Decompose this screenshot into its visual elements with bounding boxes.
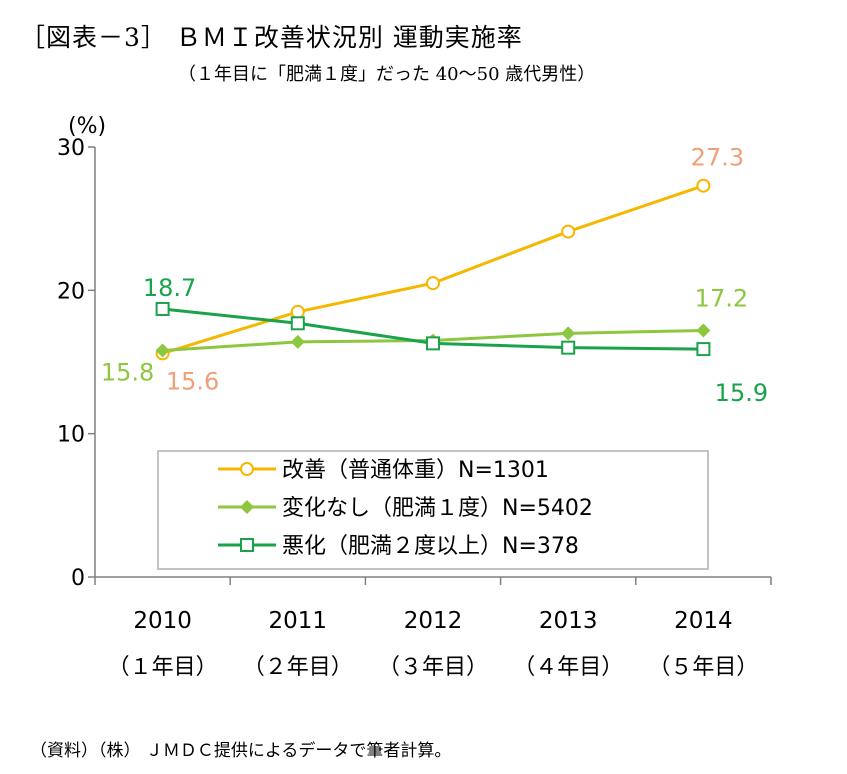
chart-title: ［図表－3］ ＢＭＩ改善状況別 運動実施率 xyxy=(20,23,523,52)
x-tick-sublabel: （３年目） xyxy=(378,655,488,680)
y-tick-label: 0 xyxy=(71,566,85,591)
series-3-point xyxy=(155,301,170,316)
series-1-point xyxy=(561,224,576,239)
series-2-point xyxy=(290,334,305,349)
data-label-series-3: 18.7 xyxy=(143,274,196,302)
x-tick-label: 2013 xyxy=(539,608,598,634)
data-label-series-3: 15.9 xyxy=(715,379,768,407)
y-axis-label: (%) xyxy=(68,114,106,139)
source-note: （資料）（株） ＪＭＤＣ提供によるデータで筆者計算。 xyxy=(30,741,452,761)
x-tick-sublabel: （５年目） xyxy=(648,655,758,680)
series-3-point xyxy=(696,342,711,357)
data-label-series-1: 15.6 xyxy=(166,367,219,395)
legend-label-2: 変化なし（肥満１度）N=5402 xyxy=(282,496,593,521)
x-tick-sublabel: （２年目） xyxy=(243,655,353,680)
x-tick-label: 2010 xyxy=(133,608,192,634)
series-1-point xyxy=(696,178,711,193)
x-tick-sublabel: （１年目） xyxy=(108,655,218,680)
legend-marker-2 xyxy=(240,500,254,514)
series-2-point xyxy=(696,323,711,338)
series-3-point xyxy=(290,316,305,331)
x-tick-label: 2012 xyxy=(404,608,463,634)
y-tick-label: 10 xyxy=(57,423,85,448)
series-1-point xyxy=(290,304,305,319)
legend-marker-3 xyxy=(240,538,254,552)
series-2-point xyxy=(561,326,576,341)
chart-subtitle: （１年目に「肥満１度」だった 40～50 歳代男性） xyxy=(178,64,596,85)
y-tick-label: 30 xyxy=(57,136,85,161)
legend-label-3: 悪化（肥満２度以上）N=378 xyxy=(282,534,579,559)
x-tick-sublabel: （４年目） xyxy=(513,655,623,680)
legend-marker-1 xyxy=(240,462,254,476)
y-tick-label: 20 xyxy=(57,279,85,304)
x-tick-label: 2014 xyxy=(674,608,733,634)
x-tick-label: 2011 xyxy=(269,608,328,634)
series-2-point xyxy=(155,343,170,358)
data-label-series-2: 15.8 xyxy=(101,359,154,387)
series-3-point xyxy=(561,340,576,355)
series-1-point xyxy=(426,276,440,291)
data-label-series-1: 27.3 xyxy=(691,144,744,172)
series-3-point xyxy=(426,336,440,351)
series-line-1 xyxy=(162,184,704,355)
data-label-series-2: 17.2 xyxy=(695,284,748,312)
legend-label-1: 改善（普通体重）N=1301 xyxy=(282,458,549,483)
